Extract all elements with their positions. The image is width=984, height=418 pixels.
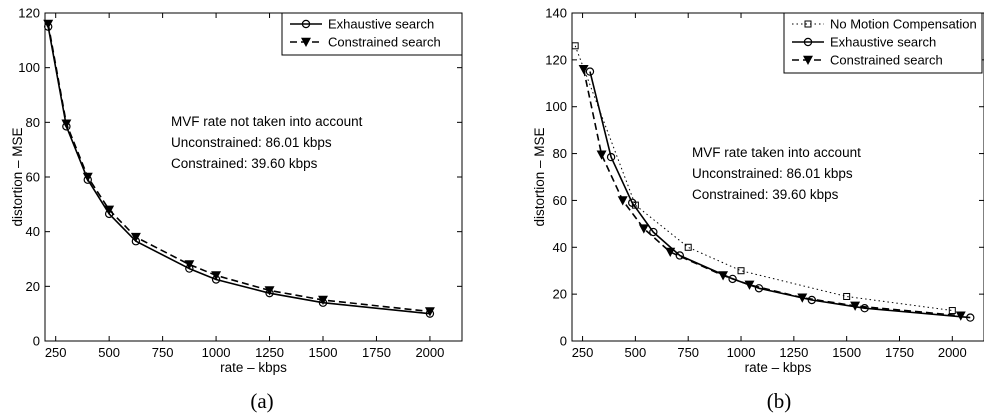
x-tick-label: 1250 — [779, 345, 808, 360]
data-point-square — [843, 292, 851, 300]
legend-label: Exhaustive search — [328, 17, 434, 32]
annotation-text: Constrained: 39.60 kbps — [171, 156, 318, 171]
data-point-triangle-down — [43, 19, 54, 29]
annotation-text: Unconstrained: 86.01 kbps — [692, 166, 853, 181]
x-tick-label: 250 — [45, 345, 67, 360]
x-tick-label: 250 — [572, 345, 594, 360]
chart-panel-b: 250 500 750 1000 1250 1500 1750 2000 0 20 40 60 80 10… — [532, 6, 984, 413]
data-point-circle — [754, 284, 764, 293]
data-point-triangle-down — [596, 150, 607, 160]
x-tick-label: 1250 — [255, 345, 284, 360]
legend-marker-circle — [301, 19, 311, 29]
legend-marker-triangle-down — [301, 37, 311, 48]
y-tick-label: 80 — [26, 115, 40, 130]
data-point-triangle-down — [104, 205, 115, 215]
y-tick-label: 80 — [553, 146, 567, 161]
legend-box — [281, 12, 463, 56]
legend-label: Exhaustive search — [830, 35, 936, 50]
annotation-text: MVF rate taken into account — [692, 145, 861, 160]
series-line-constrained-search — [47, 23, 430, 313]
data-point-triangle-down — [744, 280, 755, 290]
data-point-triangle-down — [130, 232, 141, 243]
data-point-triangle-down — [718, 271, 729, 281]
x-tick-label: 750 — [677, 345, 699, 360]
data-point-circle — [807, 295, 817, 305]
data-point-triangle-down — [184, 260, 195, 270]
data-point-triangle-down — [82, 172, 93, 183]
data-point-triangle-down — [211, 271, 222, 281]
legend-label: Constrained search — [328, 35, 441, 50]
x-axis-label: rate – kbps — [220, 360, 287, 375]
legend-box — [783, 12, 983, 74]
legend-marker-triangle-down — [803, 55, 813, 66]
y-tick-label: 0 — [33, 334, 40, 349]
data-point-triangle-down — [264, 286, 275, 296]
data-point-triangle-down — [61, 119, 72, 129]
y-tick-label: 140 — [545, 6, 567, 21]
y-tick-label: 120 — [545, 52, 567, 67]
data-point-triangle-down — [578, 65, 589, 75]
data-point-circle — [860, 304, 869, 313]
data-point-triangle-down — [797, 293, 808, 303]
panel-caption: (b) — [767, 389, 792, 413]
data-point-triangle-down — [424, 307, 435, 317]
annotation-text: MVF rate not taken into account — [171, 114, 363, 129]
annotation-text: Constrained: 39.60 kbps — [692, 187, 839, 202]
x-tick-label: 1750 — [885, 345, 914, 360]
plot-frame — [44, 12, 463, 342]
data-point-square — [684, 243, 692, 251]
y-tick-label: 40 — [26, 224, 40, 239]
y-tick-label: 20 — [553, 287, 567, 302]
x-tick-label: 1000 — [202, 345, 231, 360]
x-tick-label: 1500 — [832, 345, 861, 360]
y-axis-label: distortion – MSE — [532, 127, 547, 226]
y-tick-label: 40 — [553, 240, 567, 255]
y-tick-label: 0 — [560, 334, 567, 349]
data-point-circle — [585, 67, 595, 76]
y-tick-label: 120 — [18, 6, 40, 21]
plot-frame — [571, 12, 984, 342]
data-point-triangle-down — [955, 311, 966, 321]
legend-label: No Motion Compensation — [830, 17, 977, 32]
x-tick-label: 500 — [98, 345, 120, 360]
series-line-constrained-search — [582, 69, 961, 317]
y-tick-label: 60 — [553, 193, 567, 208]
x-tick-label: 2000 — [415, 345, 444, 360]
y-tick-label: 100 — [18, 60, 40, 75]
x-tick-label: 500 — [625, 345, 647, 360]
data-point-circle — [966, 313, 975, 322]
data-point-circle — [649, 227, 658, 237]
chart-panel-a: 250 500 750 1000 1250 1500 1750 2000 0 20 40 60 80 10… — [10, 6, 463, 413]
data-point-square — [948, 307, 956, 315]
x-tick-label: 2000 — [938, 345, 967, 360]
y-axis-label: distortion – MSE — [10, 127, 25, 226]
data-point-triangle-down — [665, 247, 676, 258]
legend-label: Constrained search — [830, 53, 943, 68]
data-point-square — [737, 267, 745, 275]
data-point-triangle-down — [617, 196, 628, 206]
data-point-triangle-down — [638, 224, 649, 234]
legend-marker-square — [804, 20, 812, 28]
series-line-no-motion-compensation — [574, 45, 953, 311]
y-tick-label: 20 — [26, 279, 40, 294]
data-point-circle — [728, 274, 737, 284]
x-tick-label: 750 — [152, 345, 174, 360]
legend-marker-circle — [803, 37, 813, 47]
series-line-exhaustive-search — [47, 26, 430, 315]
data-point-circle — [606, 152, 616, 162]
data-point-circle — [628, 198, 637, 207]
x-axis-label: rate – kbps — [745, 360, 812, 375]
annotation-text: Unconstrained: 86.01 kbps — [171, 135, 332, 150]
x-tick-label: 1750 — [362, 345, 391, 360]
panel-caption: (a) — [250, 389, 273, 413]
data-point-triangle-down — [850, 301, 861, 311]
y-tick-label: 60 — [26, 170, 40, 185]
x-tick-label: 1500 — [309, 345, 338, 360]
data-point-square — [571, 42, 579, 50]
data-point-triangle-down — [318, 295, 328, 306]
y-tick-label: 100 — [545, 99, 567, 114]
x-tick-label: 1000 — [727, 345, 756, 360]
